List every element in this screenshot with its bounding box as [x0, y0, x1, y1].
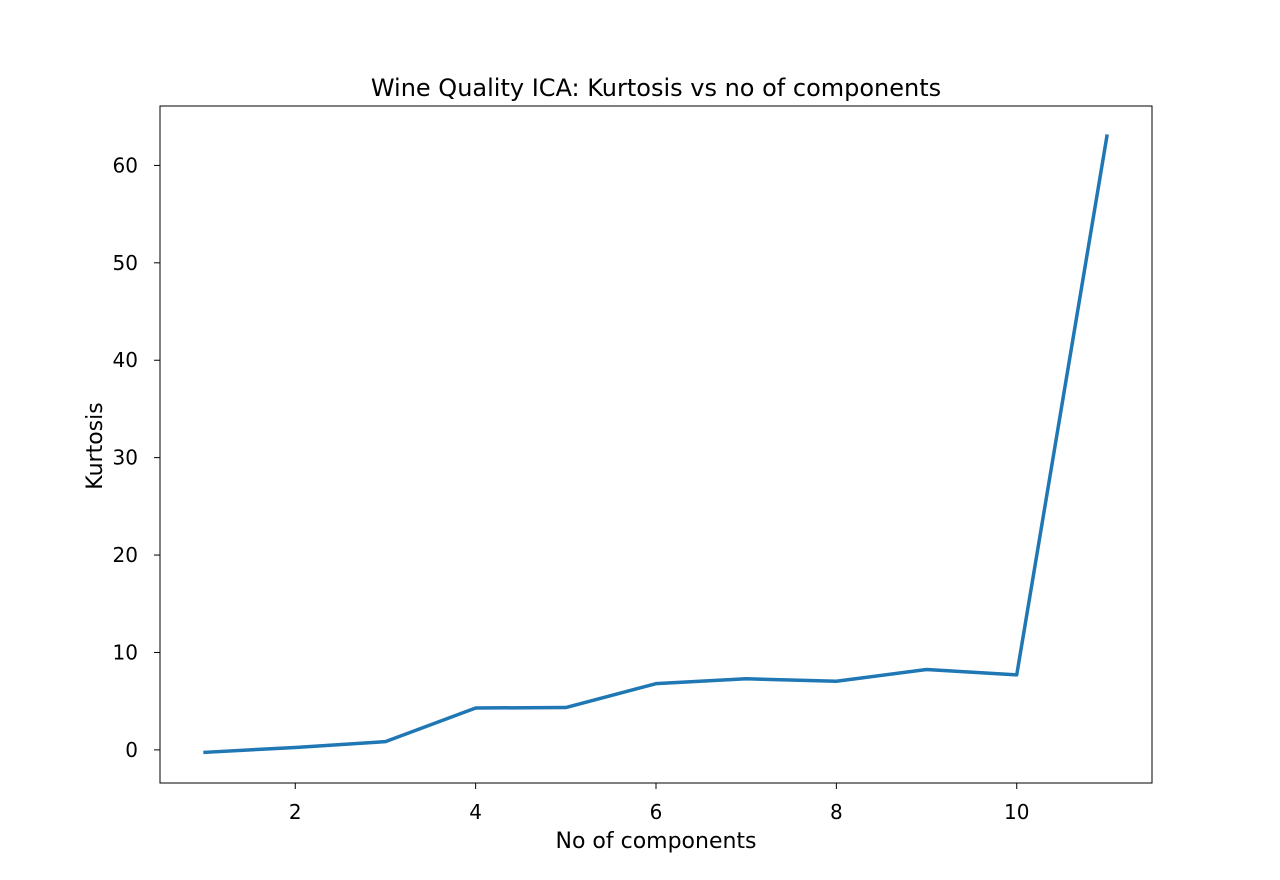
- axis-ticks: 2 4 6 8 10 0 10 20 30 40 50 60: [113, 153, 1030, 824]
- y-tick-label: 20: [113, 543, 138, 567]
- x-tick-label: 10: [1004, 800, 1029, 824]
- series-layer: [203, 134, 1109, 755]
- y-tick-label: 50: [113, 251, 138, 275]
- y-tick-label: 10: [113, 640, 138, 664]
- x-tick-label: 6: [650, 800, 663, 824]
- plot-area-frame: [159, 105, 1153, 784]
- x-tick-label: 2: [289, 800, 302, 824]
- y-tick-label: 40: [113, 348, 138, 372]
- x-tick-label: 4: [469, 800, 482, 824]
- series-line: [203, 134, 1109, 755]
- y-tick-label: 0: [125, 738, 138, 762]
- chart-title: Wine Quality ICA: Kurtosis vs no of comp…: [371, 74, 941, 102]
- y-tick-label: 30: [113, 446, 138, 470]
- y-tick-label: 60: [113, 153, 138, 177]
- y-axis-label: Kurtosis: [83, 402, 108, 489]
- x-tick-label: 8: [830, 800, 843, 824]
- x-axis-label: No of components: [555, 829, 756, 854]
